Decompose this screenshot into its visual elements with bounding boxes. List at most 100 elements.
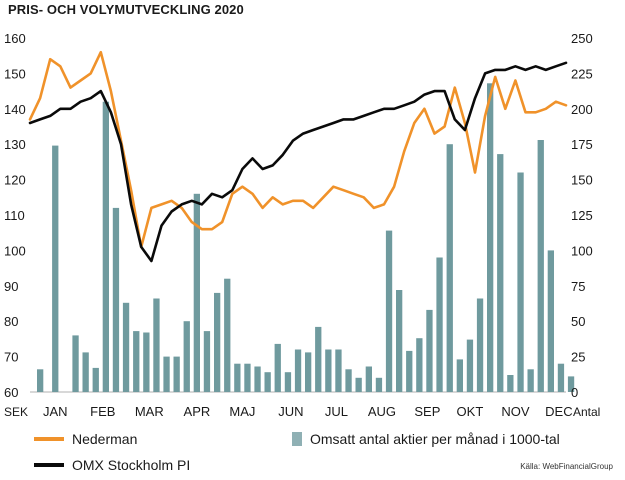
month-label: FEB xyxy=(90,404,115,419)
volume-bar xyxy=(487,83,494,393)
volume-bar xyxy=(456,359,463,392)
left-axis-tick-label: 60 xyxy=(4,385,18,400)
legend-volume-label: Omsatt antal aktier per månad i 1000-tal xyxy=(310,431,560,447)
volume-bar xyxy=(375,377,383,392)
month-label: SEP xyxy=(414,404,440,419)
month-label: OKT xyxy=(457,404,484,419)
legend-volume: Omsatt antal aktier per månad i 1000-tal xyxy=(292,431,560,447)
month-label: JUN xyxy=(278,404,303,419)
right-axis-tick-label: 200 xyxy=(571,102,593,117)
volume-bar xyxy=(537,140,544,392)
volume-bar xyxy=(325,349,332,392)
volume-bar xyxy=(476,298,484,392)
volume-bar xyxy=(274,343,281,392)
volume-bar xyxy=(507,375,514,392)
month-label: JUL xyxy=(325,404,348,419)
legend-nederman-label: Nederman xyxy=(72,431,138,447)
right-axis-tick-label: 100 xyxy=(571,243,593,258)
volume-bar xyxy=(497,154,504,392)
volume-bar xyxy=(244,363,251,392)
volume-bar xyxy=(214,292,221,392)
left-axis-unit: SEK xyxy=(4,405,28,419)
volume-bar xyxy=(173,356,180,392)
right-axis-tick-label: 25 xyxy=(571,350,585,365)
volume-bar xyxy=(446,144,453,392)
left-axis-tick-label: 120 xyxy=(4,173,26,188)
right-axis-tick-label: 150 xyxy=(571,173,593,188)
volume-bar xyxy=(52,145,59,392)
legend-omx-swatch xyxy=(34,463,64,467)
series-line-omx xyxy=(28,61,568,263)
right-axis-tick-label: 250 xyxy=(571,31,593,46)
series-line-nederman xyxy=(28,50,568,249)
right-axis-unit: Antal xyxy=(573,405,600,419)
volume-bar xyxy=(466,339,474,392)
month-label: AUG xyxy=(368,404,396,419)
right-axis-tick-label: 225 xyxy=(571,66,593,81)
volume-bar xyxy=(92,367,99,392)
volume-bar xyxy=(345,369,352,392)
volume-bar xyxy=(406,350,413,392)
volume-bar xyxy=(517,172,524,392)
chart-title: PRIS- OCH VOLYMUTVECKLING 2020 xyxy=(8,2,244,17)
month-label: DEC xyxy=(545,404,572,419)
volume-bar xyxy=(264,372,271,392)
price-lines xyxy=(28,50,568,263)
volume-bars xyxy=(37,83,575,393)
volume-bar xyxy=(416,338,423,392)
volume-bar xyxy=(294,349,302,392)
left-axis-tick-label: 160 xyxy=(4,31,26,46)
volume-bar xyxy=(557,363,565,392)
volume-bar xyxy=(203,331,211,392)
volume-bar xyxy=(365,366,372,392)
volume-bar xyxy=(254,366,261,392)
right-axis-tick-label: 50 xyxy=(571,314,585,329)
month-label: NOV xyxy=(501,404,530,419)
volume-bar xyxy=(426,309,433,392)
left-axis-tick-label: 150 xyxy=(4,66,26,81)
right-axis-tick-label: 0 xyxy=(571,385,578,400)
volume-bar xyxy=(355,377,362,392)
legend-nederman-swatch xyxy=(34,437,64,441)
volume-bar xyxy=(37,369,44,392)
legend-nederman: Nederman xyxy=(34,431,137,447)
volume-bar xyxy=(143,332,150,392)
legend-omx-label: OMX Stockholm PI xyxy=(72,457,191,473)
volume-bar xyxy=(122,302,130,392)
volume-bar xyxy=(102,101,109,392)
month-label: APR xyxy=(184,404,211,419)
volume-bar xyxy=(527,369,534,392)
volume-bar xyxy=(82,352,89,392)
volume-bar xyxy=(153,298,160,392)
legend-volume-swatch xyxy=(292,432,302,446)
volume-bar xyxy=(193,193,200,392)
left-axis-tick-label: 100 xyxy=(4,243,26,258)
source-credit: Källa: WebFinancialGroup xyxy=(520,462,613,471)
volume-bar xyxy=(315,326,322,392)
volume-bar xyxy=(385,230,393,392)
axes: 60 70 80 90 100 110 120 130 140 150 160 0 25 50 75 100 1… xyxy=(4,31,600,419)
month-label: MAR xyxy=(135,404,164,419)
right-axis-tick-label: 175 xyxy=(571,137,593,152)
right-axis-tick-label: 75 xyxy=(571,279,585,294)
volume-bar xyxy=(567,376,575,392)
left-axis-tick-label: 130 xyxy=(4,137,26,152)
volume-bar xyxy=(436,257,443,392)
volume-bar xyxy=(163,356,170,392)
volume-bar xyxy=(183,321,190,392)
left-axis-tick-label: 90 xyxy=(4,279,18,294)
volume-bar xyxy=(72,335,79,392)
left-axis-tick-label: 140 xyxy=(4,102,26,117)
volume-bar xyxy=(224,278,231,392)
right-axis-tick-label: 125 xyxy=(571,208,593,223)
volume-bar xyxy=(112,207,120,392)
month-label: MAJ xyxy=(229,404,255,419)
month-label: JAN xyxy=(43,404,68,419)
volume-bar xyxy=(234,363,241,392)
volume-bar xyxy=(335,349,342,392)
left-axis-tick-label: 110 xyxy=(4,208,25,223)
volume-bar xyxy=(133,331,140,392)
volume-bar xyxy=(547,250,554,392)
volume-bar xyxy=(305,352,312,392)
